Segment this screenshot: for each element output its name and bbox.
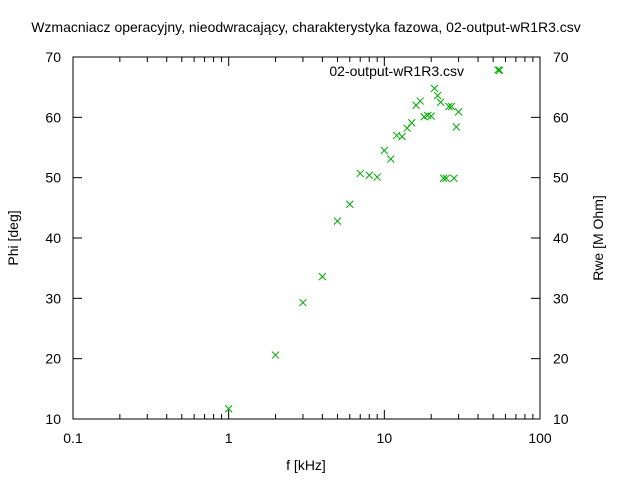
data-point bbox=[445, 102, 453, 111]
data-point bbox=[454, 108, 463, 116]
data-point bbox=[495, 66, 504, 75]
y2-tick-label: 40 bbox=[553, 230, 569, 246]
data-point bbox=[407, 118, 416, 127]
x-tick-label: 0.1 bbox=[63, 430, 83, 446]
data-point bbox=[318, 272, 327, 281]
y-tick-label: 70 bbox=[45, 49, 61, 65]
data-point bbox=[333, 217, 342, 225]
data-point bbox=[271, 351, 280, 359]
y2-tick-label: 10 bbox=[553, 411, 569, 427]
data-point bbox=[356, 169, 365, 178]
x-tick-label: 10 bbox=[377, 430, 393, 446]
data-point bbox=[442, 174, 451, 183]
data-point bbox=[299, 298, 307, 307]
chart-title: Wzmacniacz operacyjny, nieodwracający, c… bbox=[31, 19, 581, 35]
y2-tick-label: 30 bbox=[553, 290, 569, 306]
plot-frame bbox=[72, 56, 541, 420]
data-point bbox=[433, 91, 442, 100]
data-point bbox=[436, 98, 445, 107]
data-point bbox=[386, 155, 395, 163]
data-point bbox=[427, 112, 436, 120]
y2-tick-label: 70 bbox=[553, 49, 569, 65]
y-axis-left: 10 20 30 40 50 60 70 bbox=[45, 49, 82, 427]
y-tick-label: 10 bbox=[45, 411, 61, 427]
data-point bbox=[365, 171, 374, 180]
legend-label: 02-output-wR1R3.csv bbox=[329, 63, 464, 79]
x-axis: 0.1 1 10 100 bbox=[63, 57, 552, 446]
y2-tick-label: 20 bbox=[553, 351, 569, 367]
legend-marker bbox=[494, 66, 502, 74]
data-point bbox=[416, 97, 425, 105]
y-tick-label: 40 bbox=[45, 230, 61, 246]
data-point bbox=[450, 174, 458, 183]
data-point bbox=[398, 132, 406, 141]
data-points bbox=[224, 66, 504, 413]
data-point bbox=[380, 146, 389, 155]
data-point bbox=[439, 174, 448, 183]
y-tick-label: 20 bbox=[45, 351, 61, 367]
data-point bbox=[224, 404, 233, 413]
y2-tick-label: 60 bbox=[553, 109, 569, 125]
y2-axis-label: Rwe [M Ohm] bbox=[590, 195, 606, 281]
data-point bbox=[430, 84, 439, 93]
y-axis-right: 10 20 30 40 50 60 70 bbox=[531, 49, 569, 427]
y-tick-label: 30 bbox=[45, 290, 61, 306]
x-tick-label: 1 bbox=[225, 430, 233, 446]
data-point bbox=[345, 200, 354, 209]
y2-tick-label: 50 bbox=[553, 170, 569, 186]
x-tick-label: 100 bbox=[528, 430, 552, 446]
y-tick-label: 50 bbox=[45, 170, 61, 186]
y-axis-label: Phi [deg] bbox=[5, 210, 21, 265]
data-point bbox=[452, 123, 461, 131]
data-point bbox=[403, 124, 411, 133]
data-point bbox=[373, 173, 382, 181]
data-point bbox=[447, 102, 456, 111]
y-tick-label: 60 bbox=[45, 109, 61, 125]
legend: 02-output-wR1R3.csv bbox=[329, 63, 502, 79]
x-axis-label: f [kHz] bbox=[286, 457, 326, 473]
